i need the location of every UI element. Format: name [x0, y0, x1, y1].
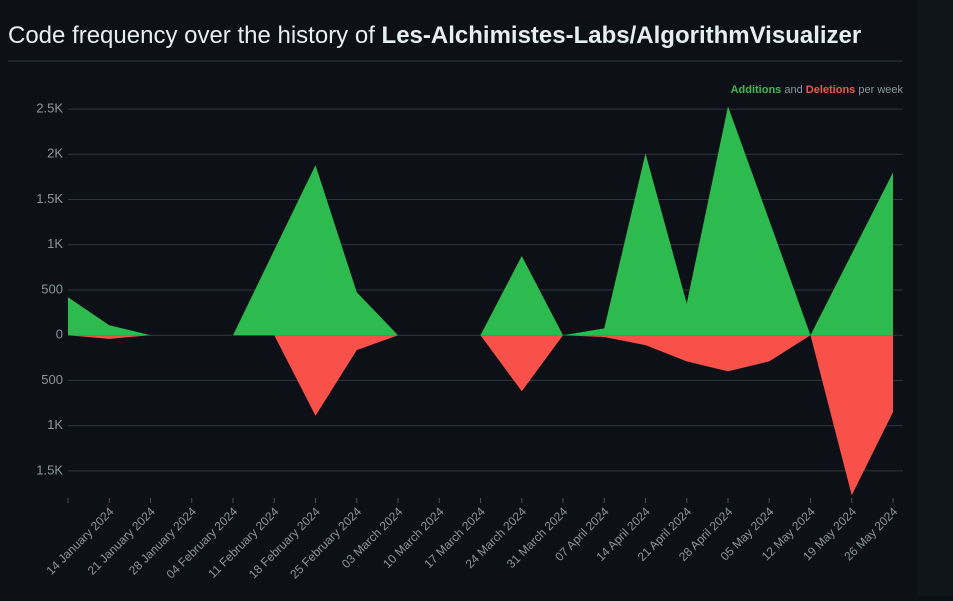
- y-tick-label: 1K: [47, 236, 63, 251]
- title: Code frequency over the history of Les-A…: [8, 22, 861, 49]
- area-0: [68, 106, 893, 336]
- legend-joiner: and: [784, 84, 802, 96]
- y-tick-label: 0: [56, 327, 63, 342]
- y-tick-label: 1K: [47, 417, 63, 432]
- legend-deletions: Deletions: [806, 84, 856, 96]
- repo-name: Les-Alchimistes-Labs/AlgorithmVisualizer: [382, 22, 862, 49]
- y-tick-label: 500: [41, 372, 63, 387]
- y-tick-label: 1.5K: [36, 462, 63, 477]
- y-tick-label: 500: [41, 281, 63, 296]
- title-text: Code frequency over the history of: [8, 22, 375, 49]
- legend-additions: Additions: [731, 84, 782, 96]
- side-strip: [918, 0, 953, 596]
- y-tick-label: 2K: [47, 146, 63, 161]
- y-tick-label: 1.5K: [36, 191, 63, 206]
- y-tick-label: 2.5K: [36, 101, 63, 116]
- legend: Additions and Deletions per week: [731, 84, 904, 96]
- legend-suffix: per week: [858, 84, 903, 96]
